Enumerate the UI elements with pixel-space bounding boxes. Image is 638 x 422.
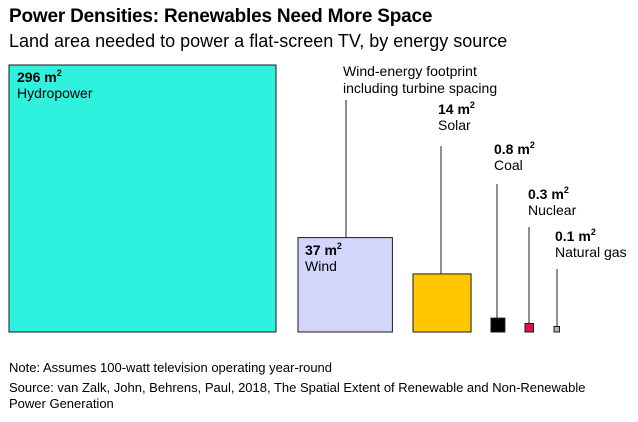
wind-unit-superscript: 2 — [337, 241, 342, 251]
natural-gas-unit-superscript: 2 — [591, 227, 596, 237]
nuclear-square — [524, 322, 535, 333]
wind-footprint-annotation: Wind-energy footprint including turbine s… — [343, 63, 497, 96]
coal-name-label: Coal — [494, 157, 523, 173]
solar-name-label: Solar — [438, 117, 471, 133]
coal-value-label: 0.8 m2 — [494, 140, 535, 157]
natural-gas-name-label: Natural gas — [555, 244, 627, 260]
solar-unit-superscript: 2 — [470, 100, 475, 110]
chart-subtitle: Land area needed to power a flat-screen … — [9, 31, 508, 51]
wind-name-label: Wind — [305, 258, 337, 274]
wind-value-label: 37 m2 — [305, 241, 342, 258]
hydropower-unit-superscript: 2 — [57, 68, 62, 78]
coal-unit-superscript: 2 — [530, 140, 535, 150]
chart-title: Power Densities: Renewables Need More Sp… — [9, 6, 433, 27]
solar-value-label: 14 m2 — [438, 100, 475, 117]
hydropower-square — [8, 64, 277, 333]
hydropower-name-label: Hydropower — [17, 85, 93, 101]
chart-note: Note: Assumes 100-watt television operat… — [9, 360, 333, 375]
chart-source: Source: van Zalk, John, Behrens, Paul, 2… — [9, 380, 586, 411]
nuclear-unit-superscript: 2 — [564, 185, 569, 195]
natural-gas-value-label: 0.1 m2 — [555, 227, 596, 244]
coal-square — [490, 317, 506, 333]
nuclear-name-label: Nuclear — [528, 202, 577, 218]
natural-gas-square — [553, 326, 560, 333]
hydropower-value-label: 296 m2 — [17, 68, 62, 85]
wind-square — [297, 237, 393, 333]
nuclear-value-label: 0.3 m2 — [528, 185, 569, 202]
solar-square — [412, 273, 472, 333]
